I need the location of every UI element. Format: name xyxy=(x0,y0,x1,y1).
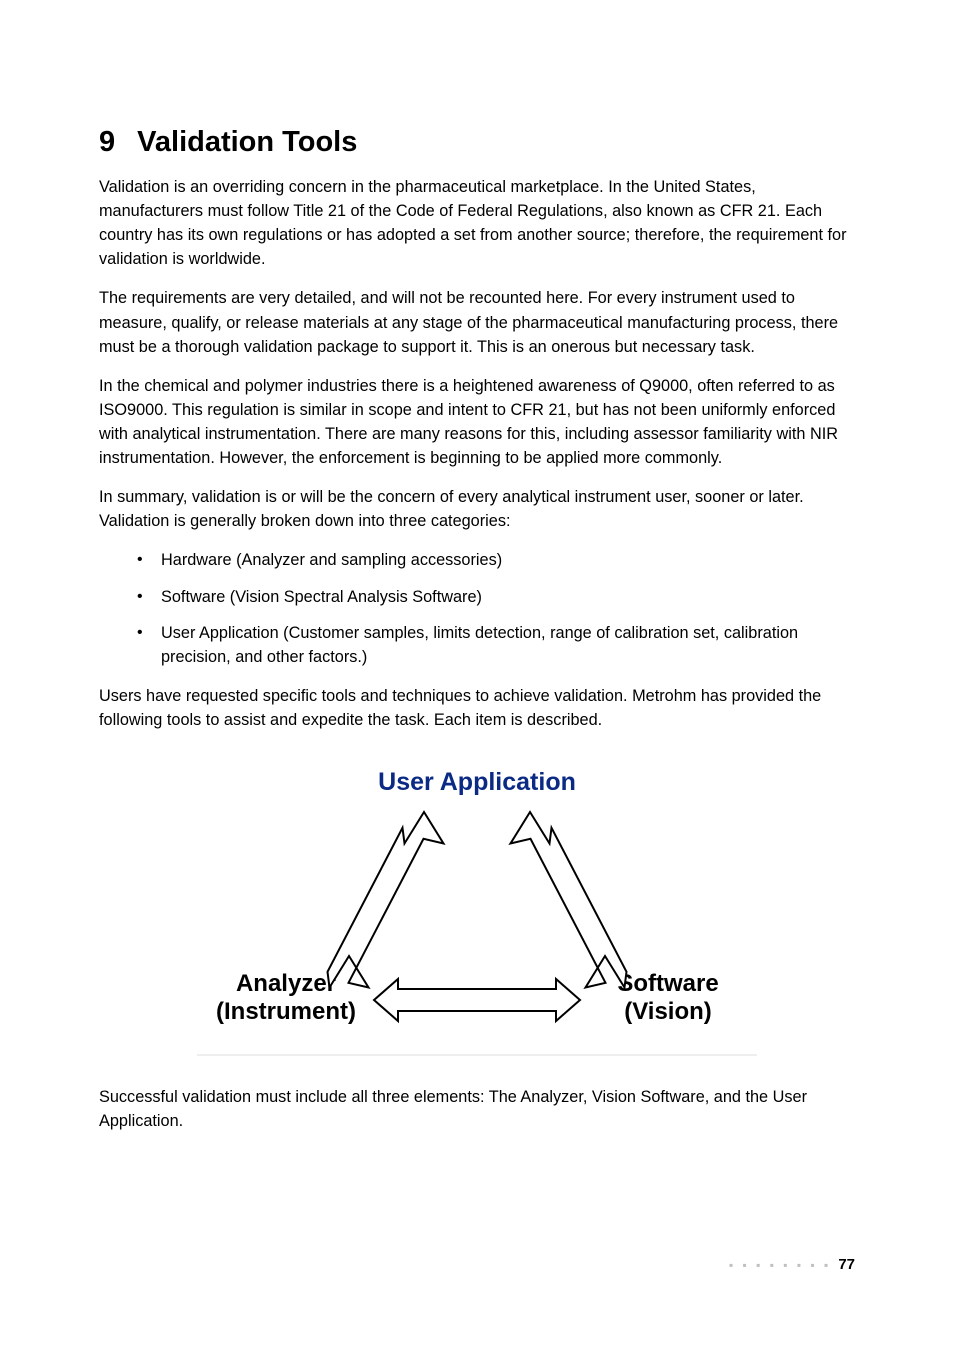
paragraph: The requirements are very detailed, and … xyxy=(99,286,855,358)
section-title: Validation Tools xyxy=(137,126,357,158)
section-number: 9 xyxy=(99,126,115,158)
diagram-right-label-1: Software xyxy=(617,970,718,997)
paragraph: In summary, validation is or will be the… xyxy=(99,485,855,533)
paragraph: In the chemical and polymer industries t… xyxy=(99,374,855,470)
diagram-left-label-2: (Instrument) xyxy=(216,998,356,1025)
diagram-left-label-1: Analyzer xyxy=(236,970,336,997)
paragraph: Users have requested specific tools and … xyxy=(99,684,855,732)
section-heading: 9 Validation Tools xyxy=(99,126,855,159)
paragraph: Validation is an overriding concern in t… xyxy=(99,175,855,271)
footer-dots: ▪ ▪ ▪ ▪ ▪ ▪ ▪ ▪ xyxy=(729,1258,831,1272)
diagram-right-label-2: (Vision) xyxy=(624,998,712,1025)
page: 9 Validation Tools Validation is an overr… xyxy=(0,0,954,1350)
list-item: Hardware (Analyzer and sampling accessor… xyxy=(99,548,855,572)
page-footer: ▪ ▪ ▪ ▪ ▪ ▪ ▪ ▪ 77 xyxy=(729,1256,855,1273)
diagram-title-text: User Application xyxy=(378,768,576,796)
paragraph: Successful validation must include all t… xyxy=(99,1085,855,1133)
arrow-top-right xyxy=(511,812,627,988)
list-item: User Application (Customer samples, limi… xyxy=(99,621,855,669)
list-item: Software (Vision Spectral Analysis Softw… xyxy=(99,585,855,609)
arrow-bottom xyxy=(374,979,580,1021)
page-number: 77 xyxy=(838,1256,855,1273)
bullet-list: Hardware (Analyzer and sampling accessor… xyxy=(99,548,855,668)
arrow-top-left xyxy=(328,812,444,988)
diagram-svg: User Application Analyzer (Instrument) S… xyxy=(197,766,757,1056)
validation-diagram: User Application Analyzer (Instrument) S… xyxy=(197,766,757,1061)
